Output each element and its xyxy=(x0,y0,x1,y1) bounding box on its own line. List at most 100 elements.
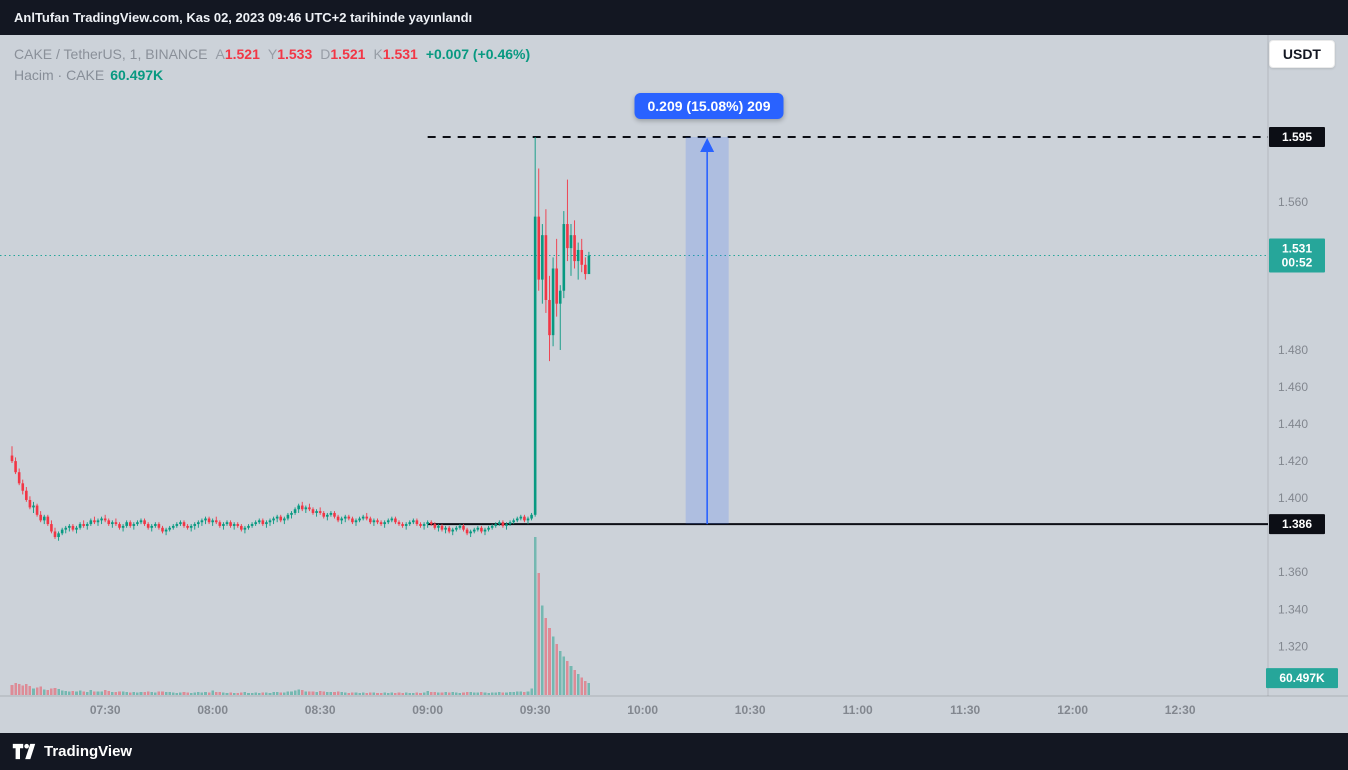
volume-bar xyxy=(125,692,128,695)
candle-body xyxy=(354,520,358,523)
volume-bar xyxy=(347,692,351,695)
volume-bar xyxy=(376,693,379,695)
volume-bar xyxy=(415,692,419,695)
volume-bar xyxy=(290,691,293,695)
volume-bar xyxy=(265,692,268,695)
volume-bar xyxy=(408,692,412,695)
candle-body xyxy=(146,524,150,528)
volume-bar xyxy=(39,686,42,695)
volume-bar xyxy=(293,690,297,695)
price-axis[interactable]: 1.560 1.480 1.460 1.440 1.420 1.400 1.360 1.340… xyxy=(1278,195,1308,653)
candle-body xyxy=(426,522,429,525)
candle-body xyxy=(372,520,376,523)
volume-bar xyxy=(268,692,272,695)
candle-body xyxy=(128,522,132,526)
volume-bar xyxy=(275,692,279,695)
time-axis[interactable]: 07:30 08:00 08:30 09:00 09:30 10:00 10:30 11:00… xyxy=(90,703,1196,717)
volume-bar xyxy=(247,692,250,695)
candle-body xyxy=(107,520,111,525)
volume-bar xyxy=(297,689,300,695)
candlestick-chart[interactable]: 1.560 1.480 1.460 1.440 1.420 1.400 1.360 1.340… xyxy=(0,35,1348,733)
volume-bar xyxy=(64,690,68,695)
volume-bar xyxy=(304,691,308,695)
candle-body xyxy=(182,522,186,526)
candle-body xyxy=(576,249,580,262)
candle-body xyxy=(433,524,437,528)
volume-bar xyxy=(462,692,465,695)
candle-body xyxy=(369,518,372,523)
candle-body xyxy=(46,516,50,525)
price-tick: 1.560 xyxy=(1278,195,1308,209)
time-tick: 08:30 xyxy=(305,703,336,717)
candle-body xyxy=(515,518,519,521)
last-price-badge-text: 1.531 xyxy=(1282,242,1312,256)
candle-body xyxy=(476,527,480,530)
candle-body xyxy=(472,529,476,532)
candle-body xyxy=(250,524,254,526)
candle-body xyxy=(501,522,505,526)
candle-body xyxy=(225,522,229,525)
volume-bar xyxy=(501,692,505,695)
time-tick: 12:30 xyxy=(1165,703,1196,717)
chart-area: 1.560 1.480 1.460 1.440 1.420 1.400 1.360 1.340… xyxy=(0,35,1348,733)
candle-body xyxy=(243,527,247,530)
volume-bar xyxy=(254,692,257,695)
volume-bar xyxy=(71,691,75,695)
candle-body xyxy=(290,512,293,515)
candle-body xyxy=(498,522,501,525)
volume-bar xyxy=(89,690,93,695)
volume-bar xyxy=(96,691,100,695)
candle-body xyxy=(132,524,136,526)
high-label: Y xyxy=(267,46,278,62)
volume-bar xyxy=(236,693,240,695)
volume-bar xyxy=(379,692,383,695)
candle-body xyxy=(150,525,154,528)
candle-body xyxy=(257,520,261,523)
price-tick: 1.400 xyxy=(1278,491,1308,505)
candle-body xyxy=(154,524,157,526)
candle-body xyxy=(533,216,537,515)
volume-bar xyxy=(85,691,89,695)
candle-body xyxy=(157,524,161,528)
volume-bar xyxy=(490,692,494,695)
brand-name[interactable]: TradingView xyxy=(44,743,133,760)
price-tick: 1.420 xyxy=(1278,454,1308,468)
low-value: 1.521 xyxy=(330,46,366,62)
volume-bar xyxy=(272,692,275,695)
candle-body xyxy=(118,524,121,528)
time-tick: 10:30 xyxy=(735,703,766,717)
candle-body xyxy=(89,520,93,525)
volume-bar xyxy=(283,692,286,695)
volume-bar xyxy=(42,689,46,695)
candle-body xyxy=(261,520,265,525)
volume-bar xyxy=(60,690,64,695)
volume-bar xyxy=(21,685,25,695)
volume-bar xyxy=(150,692,154,695)
price-tick: 1.480 xyxy=(1278,343,1308,357)
volume-bar xyxy=(225,692,229,695)
resistance-price-badge-text: 1.595 xyxy=(1282,130,1312,144)
candle-body xyxy=(93,520,96,523)
candle-body xyxy=(143,520,146,525)
candle-body xyxy=(125,522,128,526)
time-tick: 08:00 xyxy=(197,703,228,717)
volume-bar xyxy=(243,692,247,695)
volume-bar xyxy=(78,690,82,695)
candle-body xyxy=(161,527,164,532)
candle-body xyxy=(465,529,469,534)
candle-body xyxy=(455,527,458,530)
currency-toggle-button[interactable]: USDT xyxy=(1268,40,1335,68)
volume-bar xyxy=(412,693,415,695)
candle-body xyxy=(114,522,118,525)
candle-body xyxy=(333,512,336,517)
volume-bars xyxy=(10,537,591,695)
volume-bar xyxy=(512,692,515,695)
time-tick: 10:00 xyxy=(627,703,658,717)
candle-body xyxy=(419,524,422,526)
volume-bar xyxy=(14,682,17,695)
candle-body xyxy=(272,518,275,521)
tradingview-logo-icon[interactable] xyxy=(12,742,36,761)
candle-body xyxy=(35,505,39,515)
volume-bar xyxy=(200,692,204,695)
volume-bar xyxy=(279,692,283,695)
